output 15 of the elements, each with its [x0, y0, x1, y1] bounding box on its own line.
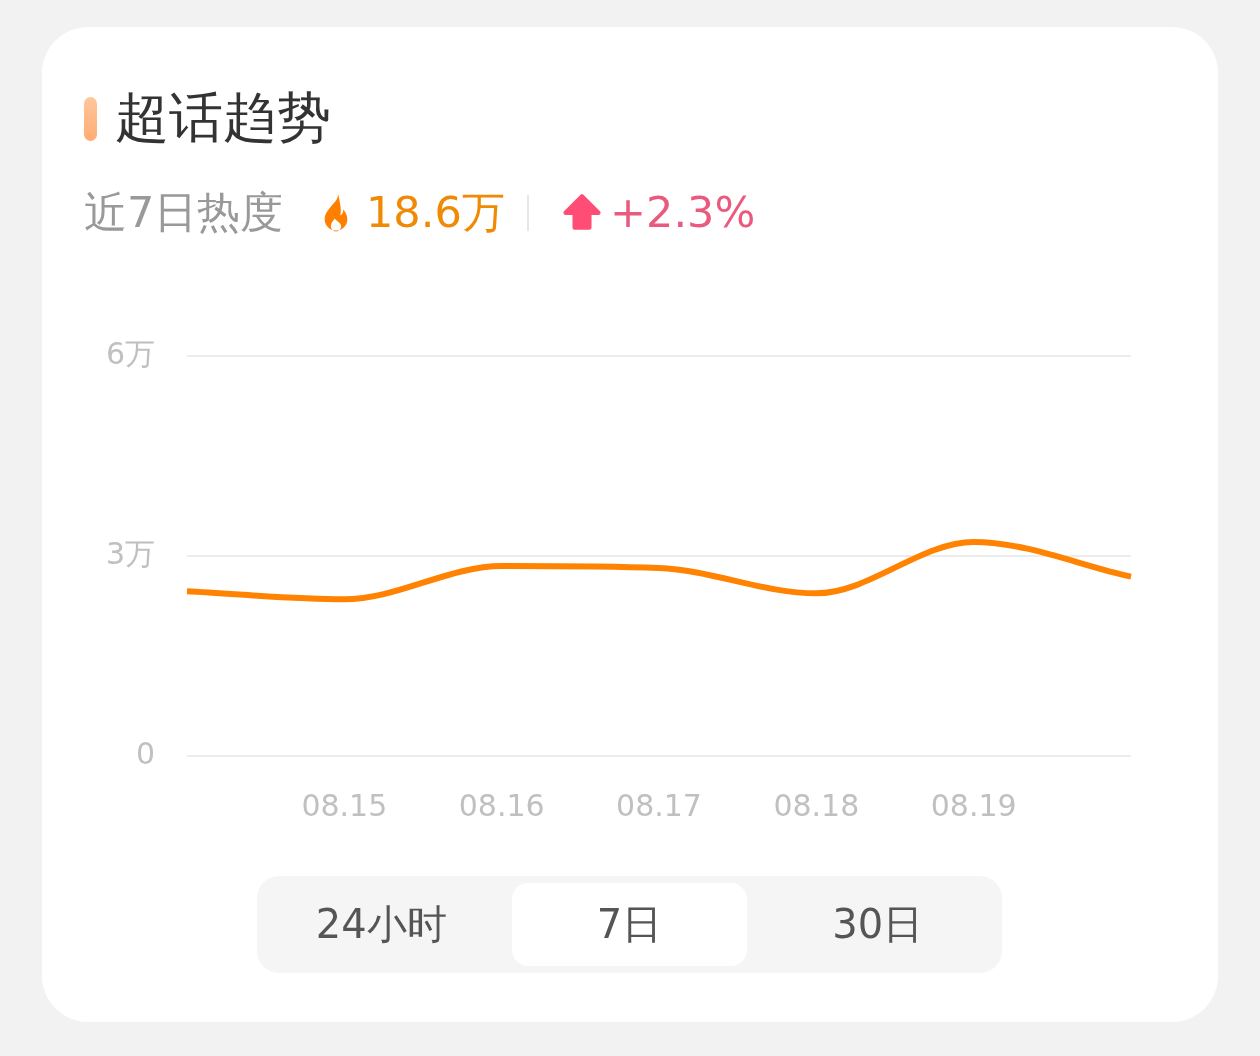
x-tick-label: 08.17 — [616, 787, 702, 823]
tab-button[interactable]: 7日 — [512, 883, 747, 966]
text: 18.6万 — [366, 186, 505, 238]
x-tick-label: 08.15 — [301, 787, 388, 823]
y-tick-label: 3万 — [105, 535, 155, 571]
tab-button[interactable]: 24小时 — [264, 883, 499, 966]
x-tick-label: 08.19 — [930, 787, 1017, 823]
text: +2.3% — [610, 186, 756, 238]
chart-subtitle: 近7日热度 — [84, 186, 284, 238]
x-tick-label: 08.16 — [458, 787, 545, 823]
chart-title: 超话趋势 — [115, 86, 331, 150]
y-tick-label: 6万 — [105, 335, 155, 371]
y-tick-label: 0 — [135, 735, 155, 771]
x-tick-label: 08.18 — [773, 787, 860, 823]
tab-button[interactable]: 30日 — [760, 883, 995, 966]
